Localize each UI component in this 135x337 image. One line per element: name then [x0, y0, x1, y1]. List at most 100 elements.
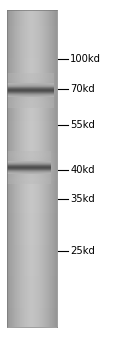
Text: 100kd: 100kd [70, 54, 101, 64]
Bar [7, 83, 54, 84]
Bar [7, 137, 57, 140]
Bar [7, 107, 54, 108]
Bar [7, 251, 57, 254]
Bar [7, 261, 57, 264]
Bar [7, 179, 51, 180]
Bar [19, 10, 20, 327]
Bar [7, 203, 57, 207]
Bar [7, 121, 57, 124]
Bar [7, 164, 51, 165]
Bar [7, 26, 57, 29]
Bar [7, 92, 57, 96]
Bar [7, 314, 57, 317]
Bar [7, 45, 57, 48]
Bar [7, 194, 57, 197]
Bar [12, 10, 13, 327]
Bar [7, 86, 57, 89]
Text: 25kd: 25kd [70, 246, 95, 256]
Bar [48, 10, 49, 327]
Bar [7, 98, 54, 99]
Bar [7, 70, 57, 73]
Bar [7, 238, 57, 241]
Bar [7, 82, 54, 83]
Bar [7, 35, 57, 39]
Bar [7, 13, 57, 17]
Bar [23, 10, 24, 327]
Bar [7, 320, 57, 324]
Bar [7, 92, 54, 93]
Bar [7, 165, 57, 168]
Bar [49, 10, 50, 327]
Bar [46, 10, 47, 327]
Bar [7, 99, 57, 102]
Bar [7, 245, 57, 248]
Bar [7, 187, 57, 191]
Bar [35, 10, 36, 327]
Bar [7, 172, 51, 173]
Bar [18, 10, 19, 327]
Bar [10, 10, 11, 327]
Bar [7, 95, 54, 96]
Bar [7, 298, 57, 302]
Bar [7, 257, 57, 261]
Bar [7, 161, 51, 162]
Bar [7, 273, 57, 276]
Bar [43, 10, 44, 327]
Bar [7, 167, 51, 168]
Bar [7, 96, 54, 97]
Bar [37, 10, 38, 327]
Bar [7, 267, 57, 270]
Bar [7, 160, 51, 161]
Bar [7, 76, 57, 80]
Bar [7, 182, 51, 183]
Text: 70kd: 70kd [70, 84, 95, 94]
Bar [7, 311, 57, 314]
Bar [7, 78, 54, 79]
Bar [7, 140, 57, 143]
Bar [7, 241, 57, 245]
Bar [32, 10, 33, 327]
Bar [7, 79, 54, 80]
Bar [7, 264, 57, 267]
Bar [7, 102, 54, 103]
Bar [7, 155, 51, 156]
Bar [7, 317, 57, 320]
Text: 40kd: 40kd [70, 165, 95, 175]
Bar [7, 225, 57, 229]
Bar [7, 134, 57, 137]
Bar [7, 162, 51, 163]
Bar [44, 10, 45, 327]
Bar [7, 176, 51, 177]
Bar [42, 10, 43, 327]
Bar [7, 112, 57, 115]
Bar [7, 94, 54, 95]
Bar [30, 10, 31, 327]
Bar [7, 150, 57, 153]
Bar [7, 32, 57, 35]
Bar [7, 174, 51, 175]
Bar [7, 108, 57, 112]
Bar [15, 10, 16, 327]
Bar [7, 213, 57, 216]
Bar [7, 58, 57, 61]
Bar [7, 210, 57, 213]
Bar [7, 162, 57, 165]
Bar [7, 170, 51, 171]
Bar [7, 175, 57, 178]
Text: 55kd: 55kd [70, 120, 95, 130]
Bar [7, 85, 54, 86]
Bar [7, 102, 57, 105]
Bar [17, 10, 18, 327]
Bar [7, 156, 57, 159]
Bar [7, 10, 57, 13]
Bar [7, 171, 51, 172]
Bar [7, 20, 57, 23]
Bar [7, 89, 57, 92]
Bar [7, 67, 57, 70]
Bar [13, 10, 14, 327]
Bar [40, 10, 41, 327]
Bar [7, 42, 57, 45]
Bar [7, 101, 54, 102]
Bar [28, 10, 29, 327]
Bar [7, 184, 57, 187]
